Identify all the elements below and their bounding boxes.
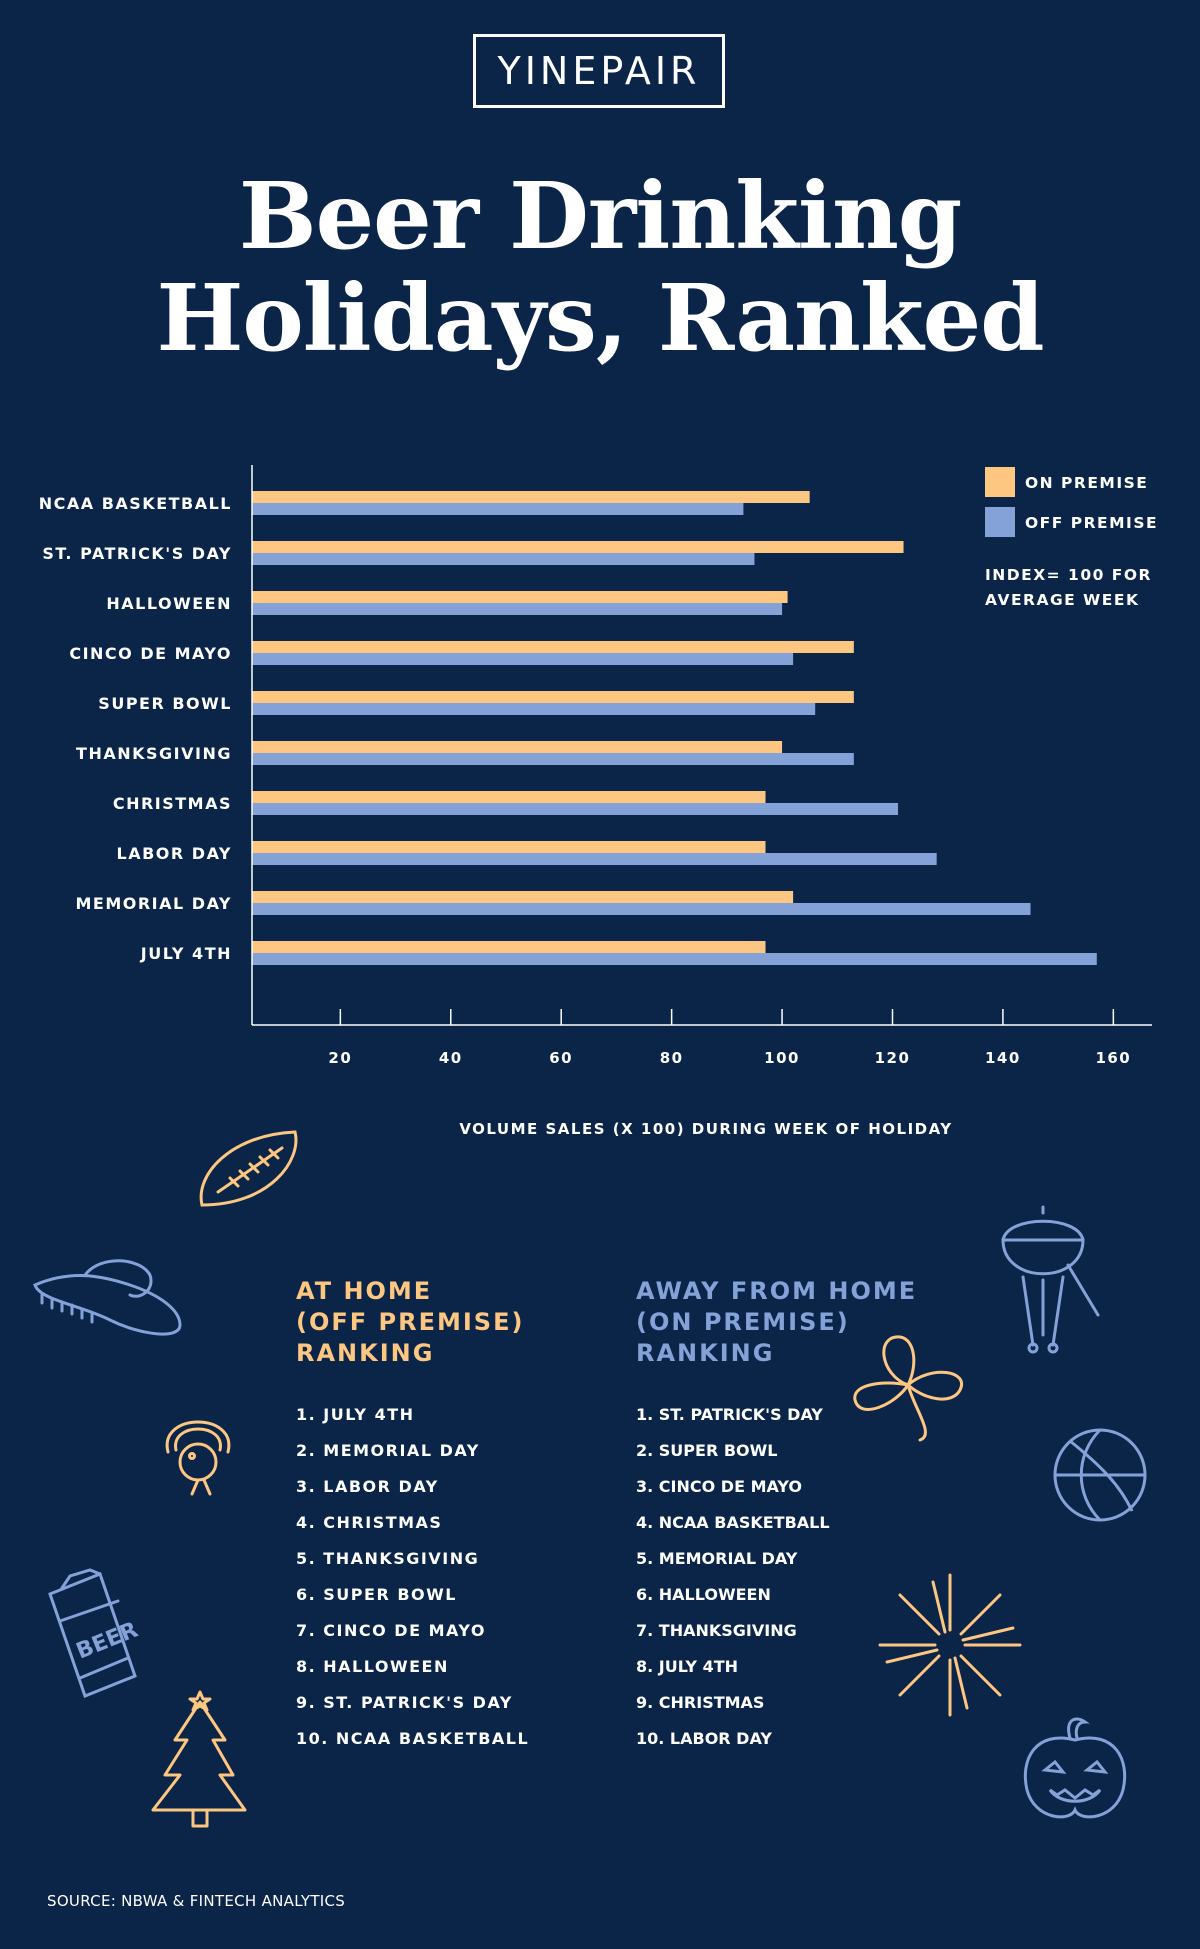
bar-on-premise xyxy=(252,741,783,753)
legend-label: OFF PREMISE xyxy=(1025,514,1158,532)
legend-swatch-on-premise xyxy=(985,467,1015,497)
x-tick-label: 40 xyxy=(439,1049,463,1067)
bar-chart: NCAA BASKETBALL ST. PATRICK'S DAY HALLOWEE… xyxy=(39,465,1158,1138)
x-tick-label: 100 xyxy=(764,1049,800,1067)
list-item: 10. NCAA BASKETBALL xyxy=(296,1729,530,1748)
list-item: 5. MEMORIAL DAY xyxy=(636,1549,798,1568)
index-note: INDEX= 100 FOR xyxy=(985,566,1152,584)
away-ranking-heading: AWAY FROM HOME (ON PREMISE) RANKING xyxy=(636,1276,917,1369)
category-label: MEMORIAL DAY xyxy=(75,894,232,913)
bar-off-premise xyxy=(252,853,937,865)
bar-off-premise xyxy=(252,703,816,715)
title-line-2: Holidays, Ranked xyxy=(156,264,1044,372)
category-label: HALLOWEEN xyxy=(106,594,232,613)
list-item: 7. CINCO DE MAYO xyxy=(296,1621,486,1640)
bar-off-premise xyxy=(252,903,1031,915)
bar-on-premise xyxy=(252,941,766,953)
away-heading-line: AWAY FROM HOME xyxy=(636,1277,918,1305)
list-item: 6. SUPER BOWL xyxy=(296,1585,457,1604)
home-heading-line: (OFF PREMISE) xyxy=(296,1308,525,1336)
category-label: ST. PATRICK'S DAY xyxy=(42,544,232,563)
christmas-tree-icon xyxy=(151,1690,247,1828)
home-heading-line: AT HOME xyxy=(296,1277,433,1305)
list-item: 4. CHRISTMAS xyxy=(296,1513,443,1532)
bar-on-premise xyxy=(252,541,904,553)
category-label: CINCO DE MAYO xyxy=(69,644,232,663)
title-line-1: Beer Drinking xyxy=(238,162,962,270)
index-note: AVERAGE WEEK xyxy=(985,591,1139,609)
bar-on-premise xyxy=(252,791,766,803)
x-axis-label: VOLUME SALES (X 100) DURING WEEK OF HOLI… xyxy=(459,1120,952,1138)
bar-on-premise xyxy=(252,591,788,603)
away-ranking-list: 1. ST. PATRICK'S DAY 2. SUPER BOWL 3. CI… xyxy=(636,1397,830,1757)
category-label: JULY 4TH xyxy=(140,944,232,963)
x-tick-label: 160 xyxy=(1095,1049,1131,1067)
category-label: THANKSGIVING xyxy=(76,744,232,763)
list-item: 1. JULY 4TH xyxy=(296,1405,415,1424)
bar-off-premise xyxy=(252,953,1097,965)
list-item: 9. CHRISTMAS xyxy=(636,1693,765,1712)
list-item: 2. MEMORIAL DAY xyxy=(296,1441,480,1460)
list-item: 8. JULY 4TH xyxy=(636,1657,739,1676)
grill-icon xyxy=(1001,1205,1100,1354)
category-label: SUPER BOWL xyxy=(98,694,232,713)
bar-off-premise xyxy=(252,503,744,515)
list-item: 3. CINCO DE MAYO xyxy=(636,1477,802,1496)
bar-off-premise xyxy=(252,553,755,565)
legend-label: ON PREMISE xyxy=(1025,474,1148,492)
list-item: 1. ST. PATRICK'S DAY xyxy=(636,1405,823,1424)
vinepair-logo: YINEPAIR xyxy=(473,34,725,108)
bar-on-premise xyxy=(252,491,810,503)
legend-swatch-off-premise xyxy=(985,507,1015,537)
football-icon xyxy=(199,1130,298,1207)
bar-on-premise xyxy=(252,891,794,903)
source-note: SOURCE: NBWA & FINTECH ANALYTICS xyxy=(47,1892,346,1910)
list-item: 10. LABOR DAY xyxy=(636,1729,772,1748)
away-heading-line: (ON PREMISE) xyxy=(636,1308,850,1336)
list-item: 5. THANKSGIVING xyxy=(296,1549,480,1568)
home-heading-line: RANKING xyxy=(296,1339,435,1367)
x-tick-label: 120 xyxy=(875,1049,911,1067)
x-tick-label: 20 xyxy=(328,1049,352,1067)
bar-off-premise xyxy=(252,753,854,765)
x-tick-label: 60 xyxy=(549,1049,573,1067)
bar-on-premise xyxy=(252,641,854,653)
shamrock-icon xyxy=(853,1335,964,1442)
list-item: 7. THANKSGIVING xyxy=(636,1621,797,1640)
category-label: LABOR DAY xyxy=(117,844,232,863)
list-item: 8. HALLOWEEN xyxy=(296,1657,449,1676)
page-title: Beer Drinking Holidays, Ranked xyxy=(0,165,1200,369)
list-item: 6. HALLOWEEN xyxy=(636,1585,771,1604)
list-item: 4. NCAA BASKETBALL xyxy=(636,1513,830,1532)
bar-off-premise xyxy=(252,803,899,815)
bar-on-premise xyxy=(252,841,766,853)
beer-can-icon: BEER xyxy=(48,1568,140,1698)
bar-off-premise xyxy=(252,603,783,615)
bar-off-premise xyxy=(252,653,794,665)
home-ranking-list: 1. JULY 4TH 2. MEMORIAL DAY 3. LABOR DAY… xyxy=(296,1397,529,1757)
away-heading-line: RANKING xyxy=(636,1339,775,1367)
bar-on-premise xyxy=(252,691,854,703)
list-item: 9. ST. PATRICK'S DAY xyxy=(296,1693,513,1712)
category-label: NCAA BASKETBALL xyxy=(39,494,232,513)
x-tick-label: 140 xyxy=(985,1049,1021,1067)
jack-o-lantern-icon xyxy=(1023,1717,1127,1819)
x-tick-label: 80 xyxy=(660,1049,684,1067)
turkey-icon xyxy=(165,1420,231,1496)
list-item: 3. LABOR DAY xyxy=(296,1477,439,1496)
list-item: 2. SUPER BOWL xyxy=(636,1441,778,1460)
fireworks-icon xyxy=(878,1573,1022,1717)
sombrero-icon xyxy=(33,1259,182,1336)
home-ranking-heading: AT HOME (OFF PREMISE) RANKING xyxy=(296,1276,524,1369)
basketball-icon xyxy=(1053,1428,1147,1522)
category-label: CHRISTMAS xyxy=(113,794,232,813)
